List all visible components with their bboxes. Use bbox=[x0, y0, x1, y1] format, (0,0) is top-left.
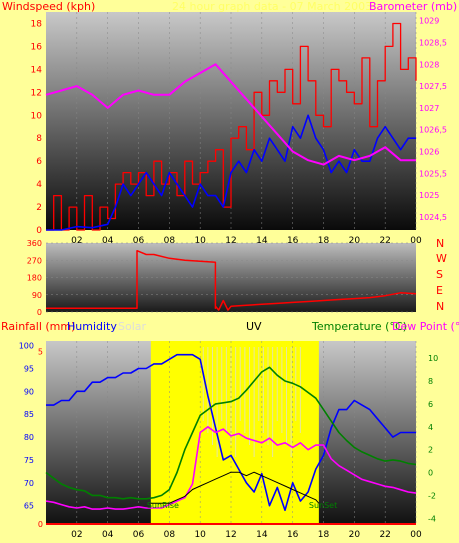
y-tick-label: 6 bbox=[36, 157, 42, 167]
y-tick-label: 100 bbox=[19, 342, 34, 351]
y-tick-label: 360 bbox=[27, 239, 42, 248]
rainfall-axis-label: Rainfall (mm) bbox=[1, 320, 76, 333]
humidity-series bbox=[46, 353, 416, 512]
x-tick-label: 06 bbox=[133, 236, 145, 246]
direction-label-s: S bbox=[436, 268, 443, 281]
x-tick-label: 12 bbox=[225, 530, 236, 540]
x-tick-label: 00 bbox=[410, 236, 422, 246]
y2-tick-label: 10 bbox=[428, 354, 438, 363]
y-tick-label: 80 bbox=[24, 433, 34, 442]
wind-barometer-chart: 0246810121416181024,510251025,510261026,… bbox=[31, 12, 447, 246]
dewpoint-series bbox=[45, 366, 417, 500]
uv-label: UV bbox=[246, 320, 262, 333]
windspeed-axis-label: Windspeed (kph) bbox=[2, 0, 96, 13]
y-tick-label: 85 bbox=[24, 410, 34, 419]
x-tick-label: 12 bbox=[225, 236, 236, 246]
y2-tick-label: 1024,5 bbox=[419, 213, 447, 222]
y-tick-label: 90 bbox=[32, 291, 42, 300]
y2-tick-label: 1027,5 bbox=[419, 82, 447, 91]
uv-series bbox=[150, 471, 320, 504]
direction-label-e: E bbox=[436, 284, 443, 297]
chart-title: 24 hour graph data - 07 March 2003 bbox=[172, 0, 373, 13]
x-tick-label: 22 bbox=[379, 530, 390, 540]
x-tick-label: 20 bbox=[349, 530, 361, 540]
y-tick-label: 270 bbox=[27, 256, 42, 265]
y-tick-label: 95 bbox=[24, 364, 34, 373]
x-tick-label: 08 bbox=[164, 530, 176, 540]
humidity-axis-label: Humidity bbox=[67, 320, 117, 333]
y-tick-label: 75 bbox=[24, 456, 34, 465]
y-tick-label: 18 bbox=[31, 19, 43, 29]
y2-tick-label: 4 bbox=[428, 423, 433, 432]
y2-tick-label: 6 bbox=[428, 400, 433, 409]
y2-tick-label: 1028 bbox=[419, 60, 439, 69]
y2-tick-label: 1026,5 bbox=[419, 126, 447, 135]
y2-tick-label: 0 bbox=[428, 469, 433, 478]
y-tick-label: 65 bbox=[24, 502, 34, 511]
x-tick-label: 20 bbox=[349, 236, 361, 246]
sunset-label: SunSet bbox=[309, 501, 337, 510]
y-tick-label: 180 bbox=[27, 274, 42, 283]
direction-label-n: N bbox=[436, 237, 445, 250]
x-tick-label: 02 bbox=[71, 530, 82, 540]
y-tick-label: 2 bbox=[36, 203, 42, 213]
y-tick-label: 16 bbox=[31, 42, 43, 52]
temperature-series bbox=[45, 425, 417, 510]
x-tick-label: 16 bbox=[287, 530, 299, 540]
x-tick-label: 02 bbox=[71, 236, 82, 246]
x-tick-label: 00 bbox=[410, 530, 422, 540]
windspeed-series bbox=[46, 22, 417, 231]
y-tick-label: 4 bbox=[36, 180, 42, 190]
y2-tick-label: 1026 bbox=[419, 148, 439, 157]
sunrise-label: SunRise bbox=[147, 501, 179, 510]
y-tick-label: 10 bbox=[31, 111, 43, 121]
wind-direction-chart: 0 90 180 270 360 bbox=[27, 239, 417, 317]
direction-series bbox=[46, 249, 417, 311]
x-tick-label: 08 bbox=[164, 236, 176, 246]
y-tick-label: 14 bbox=[31, 65, 43, 75]
x-tick-label: 10 bbox=[194, 236, 206, 246]
y2-tick-label: 1027 bbox=[419, 104, 439, 113]
y-tick-label: 70 bbox=[24, 479, 34, 488]
x-tick-label: 10 bbox=[194, 530, 206, 540]
y-tick-label: 12 bbox=[31, 88, 42, 98]
direction-label-n2: N bbox=[436, 300, 445, 313]
y2-tick-label: 1025 bbox=[419, 191, 439, 200]
x-tick-label: 16 bbox=[287, 236, 299, 246]
y2-tick-label: -2 bbox=[428, 491, 436, 500]
x-tick-label: 04 bbox=[102, 530, 114, 540]
y-tick-label: 90 bbox=[24, 387, 34, 396]
y-tick-label: 0 bbox=[36, 226, 42, 236]
y2-tick-label: -4 bbox=[428, 514, 436, 523]
rain-tick-label: 0 bbox=[38, 520, 43, 529]
direction-label-w: W bbox=[436, 252, 447, 265]
x-tick-label: 18 bbox=[318, 236, 330, 246]
y2-tick-label: 2 bbox=[428, 446, 433, 455]
solar-daylight-area bbox=[150, 341, 319, 524]
x-tick-label: 22 bbox=[379, 236, 390, 246]
y-tick-label: 0 bbox=[37, 308, 42, 317]
y-tick-label: 8 bbox=[36, 134, 42, 144]
barometer-series bbox=[45, 63, 416, 166]
solar-label: Solar bbox=[118, 320, 147, 333]
barometer-axis-label: Barometer (mb) bbox=[369, 0, 458, 13]
dewpoint-axis-label: Dew Point (°C) bbox=[392, 320, 459, 333]
y2-tick-label: 1029 bbox=[419, 17, 439, 26]
x-tick-label: 14 bbox=[256, 530, 268, 540]
x-tick-label: 18 bbox=[318, 530, 330, 540]
y2-tick-label: 8 bbox=[428, 377, 433, 386]
x-tick-label: 04 bbox=[102, 236, 114, 246]
temperature-axis-label: Temperature (°C) bbox=[312, 320, 407, 333]
x-tick-label: 06 bbox=[133, 530, 145, 540]
y2-tick-label: 1025,5 bbox=[419, 169, 447, 178]
rain-tick-label: 5 bbox=[38, 347, 43, 356]
x-tick-label: 14 bbox=[256, 236, 268, 246]
y2-tick-label: 1028,5 bbox=[419, 39, 447, 48]
average-wind-series bbox=[46, 114, 416, 231]
